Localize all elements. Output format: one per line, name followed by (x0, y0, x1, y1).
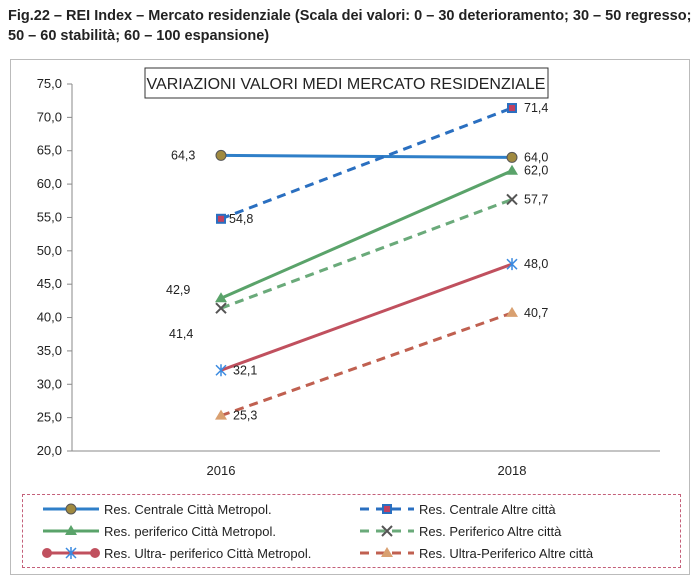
data-point (507, 103, 517, 114)
data-label: 40,7 (524, 306, 548, 320)
series-1: 42,9 62,0 (166, 164, 548, 303)
data-label: 64,0 (524, 150, 548, 164)
legend-item: Res. Periferico Altre città (358, 520, 561, 542)
legend-item: Res. periferico Città Metropol. (41, 520, 276, 542)
data-label: 25,3 (233, 409, 257, 423)
legend-marker (65, 547, 77, 559)
legend-swatch (43, 525, 99, 535)
legend-label: Res. periferico Città Metropol. (104, 523, 276, 539)
legend-swatch (360, 547, 414, 557)
y-tick-label: 20,0 (37, 443, 62, 458)
y-tick-label: 65,0 (37, 143, 62, 158)
legend-marker (381, 547, 393, 557)
y-tick-label: 35,0 (37, 343, 62, 358)
y-tick-label: 75,0 (37, 76, 62, 91)
legend-item: Res. Centrale Città Metropol. (41, 498, 272, 520)
data-point (506, 306, 518, 317)
x-tick-label: 2016 (207, 463, 236, 478)
y-tick-label: 70,0 (37, 109, 62, 124)
y-tick-label: 25,0 (37, 410, 62, 425)
legend: Res. Centrale Città Metropol. Res. Centra… (22, 494, 681, 568)
data-label: 48,0 (524, 257, 548, 271)
legend-label: Res. Ultra- periferico Città Metropol. (104, 545, 312, 561)
y-tick-label: 60,0 (37, 176, 62, 191)
series-5: 25,3 40,7 (215, 306, 548, 423)
data-label: 32,1 (233, 363, 257, 377)
series-line (220, 169, 513, 300)
legend-end-dot (42, 548, 52, 558)
data-point (215, 302, 227, 314)
data-point (215, 409, 227, 420)
data-label: 57,7 (524, 192, 548, 206)
data-point (506, 258, 518, 271)
series-line (220, 153, 513, 159)
series-line (220, 106, 513, 221)
data-label: 71,4 (524, 101, 548, 115)
series-line (220, 262, 513, 372)
legend-label: Res. Centrale Altre città (419, 501, 556, 517)
legend-swatch (360, 504, 414, 514)
y-tick-label: 30,0 (37, 376, 62, 391)
data-point (216, 213, 226, 224)
data-label: 62,0 (524, 164, 548, 178)
series-2: 32,1 48,0 (215, 257, 548, 377)
legend-label: Res. Periferico Altre città (419, 523, 562, 539)
x-tick-label: 2018 (498, 463, 527, 478)
legend-item: Res. Ultra-Periferico Altre città (358, 542, 593, 564)
data-label: 64,3 (171, 148, 195, 162)
chart-title-box (144, 67, 549, 99)
y-tick-label: 40,0 (37, 310, 62, 325)
legend-swatch (43, 503, 99, 515)
data-point (506, 151, 518, 163)
y-tick-label: 50,0 (37, 243, 62, 258)
figure-title: Fig.22 – REI Index – Mercato residenzial… (8, 8, 692, 44)
legend-marker (65, 503, 77, 515)
series-line (220, 311, 513, 418)
legend-label: Res. Centrale Città Metropol. (104, 501, 272, 517)
legend-label: Res. Ultra-Periferico Altre città (419, 545, 594, 561)
chart-frame (10, 59, 690, 575)
legend-swatch (360, 525, 414, 537)
data-point (215, 149, 227, 161)
y-tick-label: 55,0 (37, 209, 62, 224)
legend-marker (382, 504, 392, 514)
series-line (220, 198, 513, 310)
data-label: 54,8 (229, 212, 253, 226)
data-label: 42,9 (166, 283, 190, 297)
data-point (506, 164, 518, 175)
chart-title: VARIAZIONI VALORI MEDI MERCATO RESIDENZI… (147, 76, 546, 93)
series-3: 54,8 71,4 (216, 101, 548, 226)
data-point (215, 292, 227, 303)
legend-swatch (42, 547, 100, 559)
data-point (506, 193, 518, 206)
legend-item: Res. Centrale Altre città (358, 498, 556, 520)
legend-marker (381, 525, 393, 537)
legend-marker (65, 525, 77, 535)
legend-end-dot (90, 548, 100, 558)
series-0: 64,3 64,0 (171, 148, 548, 164)
data-point (215, 364, 227, 377)
legend-item: Res. Ultra- periferico Città Metropol. (41, 542, 311, 564)
series-4: 41,4 57,7 (169, 192, 548, 341)
y-tick-label: 45,0 (37, 276, 62, 291)
data-label: 41,4 (169, 327, 193, 341)
